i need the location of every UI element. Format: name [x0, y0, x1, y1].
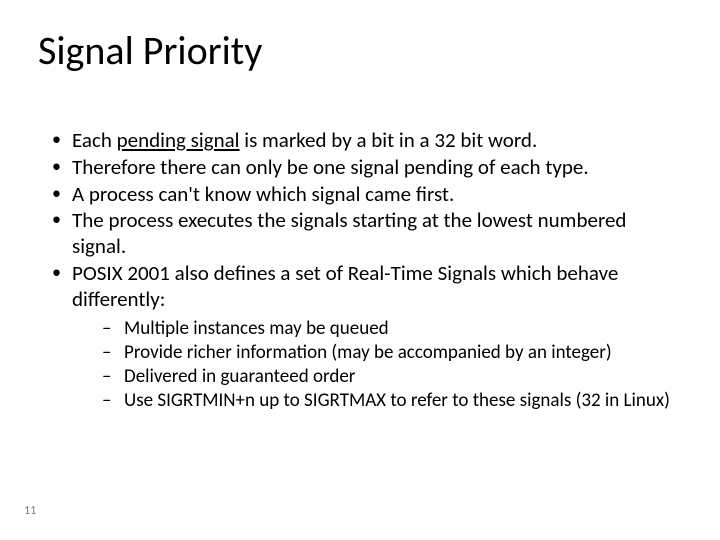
slide-content: Each pending signal is marked by a bit i… [48, 128, 680, 413]
bullet-item: A process can't know which signal came f… [48, 182, 680, 208]
page-number: 11 [24, 504, 36, 518]
bullet-text-underlined: pending signal [117, 127, 240, 153]
sub-bullet-text: Provide richer information (may be accom… [124, 341, 612, 364]
sub-bullet-item: Delivered in guaranteed order [102, 365, 680, 388]
slide: Signal Priority Each pending signal is m… [0, 0, 720, 540]
bullet-item: POSIX 2001 also defines a set of Real-Ti… [48, 261, 680, 412]
bullet-item: Each pending signal is marked by a bit i… [48, 128, 680, 154]
sub-bullet-item: Provide richer information (may be accom… [102, 341, 680, 364]
bullet-list: Each pending signal is marked by a bit i… [48, 128, 680, 412]
slide-title: Signal Priority [38, 26, 262, 75]
bullet-text: POSIX 2001 also defines a set of Real-Ti… [72, 260, 618, 312]
sub-bullet-list: Multiple instances may be queued Provide… [72, 317, 680, 413]
bullet-text-post: is marked by a bit in a 32 bit word. [240, 127, 538, 153]
bullet-text-pre: Each [72, 127, 117, 153]
bullet-text: Therefore there can only be one signal p… [72, 154, 589, 180]
sub-bullet-text: Use SIGRTMIN+n up to SIGRTMAX to refer t… [124, 389, 670, 412]
bullet-item: The process executes the signals startin… [48, 208, 680, 260]
sub-bullet-item: Use SIGRTMIN+n up to SIGRTMAX to refer t… [102, 389, 680, 412]
sub-bullet-text: Delivered in guaranteed order [124, 365, 355, 388]
bullet-item: Therefore there can only be one signal p… [48, 155, 680, 181]
bullet-text: A process can't know which signal came f… [72, 181, 454, 207]
sub-bullet-item: Multiple instances may be queued [102, 317, 680, 340]
bullet-text: The process executes the signals startin… [72, 207, 626, 259]
sub-bullet-text: Multiple instances may be queued [124, 317, 389, 340]
